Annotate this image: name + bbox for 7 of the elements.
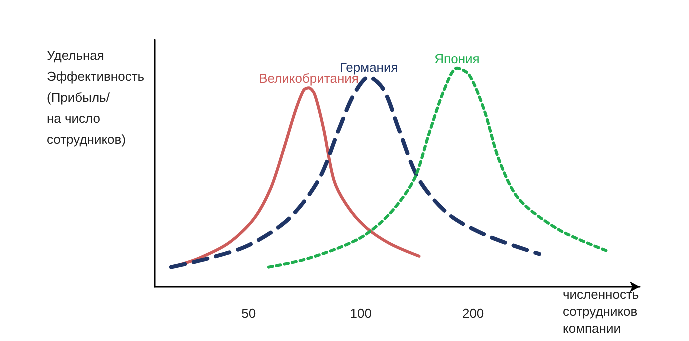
y-axis-title: Удельная Эффективность (Прибыль/ на число сотрудников) — [47, 48, 145, 147]
x-axis-title: численность сотрудников компании — [563, 287, 640, 336]
series-label: Германия — [340, 60, 398, 76]
x-tick-label: 50 — [242, 306, 256, 321]
x-tick-label: 100 — [350, 306, 372, 321]
series-label: Япония — [434, 51, 480, 66]
x-tick-label: 200 — [462, 306, 484, 321]
